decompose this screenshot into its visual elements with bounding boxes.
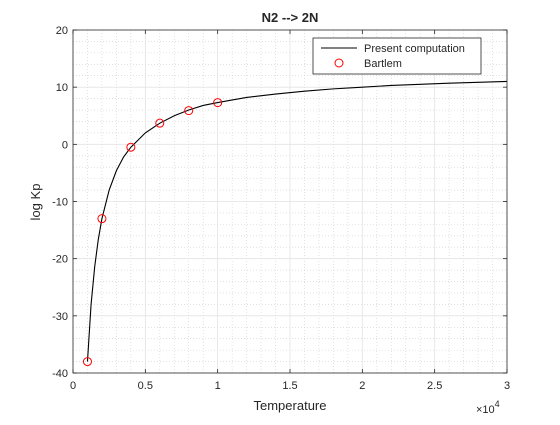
x-axis-label: Temperature — [254, 398, 327, 413]
legend-entry-bartlem: Bartlem — [364, 58, 402, 70]
y-tick-label: 20 — [56, 25, 68, 37]
data-point-bartlem — [155, 118, 165, 128]
data-point-bartlem — [184, 106, 194, 116]
legend: Present computation Bartlem — [312, 37, 482, 75]
data-point-bartlem — [213, 98, 223, 108]
x-tick-label: 1 — [215, 380, 221, 392]
x-tick-label: 0.5 — [138, 380, 153, 392]
y-tick-label: 0 — [62, 139, 68, 151]
data-point-bartlem — [126, 142, 136, 152]
x-tick-label: 2 — [359, 380, 365, 392]
y-axis-label: log Kp — [28, 184, 43, 221]
legend-box — [312, 37, 482, 75]
x-axis-exponent-base: ×10 — [476, 404, 495, 416]
legend-marker-swatch — [334, 58, 344, 68]
x-tick-label: 3 — [504, 380, 510, 392]
series-layer — [82, 80, 508, 367]
y-tick-label: 10 — [56, 82, 68, 94]
y-tick-label: -10 — [52, 197, 68, 209]
data-point-bartlem — [82, 357, 92, 367]
y-tick-label: -30 — [52, 311, 68, 323]
chart-title: N2 --> 2N — [262, 10, 319, 25]
data-point-bartlem — [97, 214, 107, 224]
x-tick-label: 1.5 — [282, 380, 297, 392]
y-tick-label: -20 — [52, 254, 68, 266]
ticks: 0 0.5 1 1.5 2 2.5 3 -40 -30 -20 -10 0 10 20 — [52, 25, 510, 392]
major-grid — [73, 30, 507, 373]
x-axis-exponent-power: 4 — [495, 399, 500, 409]
legend-entry-present-computation: Present computation — [364, 43, 465, 55]
x-tick-label: 2.5 — [427, 380, 442, 392]
x-axis-exponent: ×104 — [476, 399, 500, 416]
x-tick-label: 0 — [70, 380, 76, 392]
series-line-present-computation — [86, 80, 508, 362]
y-tick-label: -40 — [52, 368, 68, 380]
